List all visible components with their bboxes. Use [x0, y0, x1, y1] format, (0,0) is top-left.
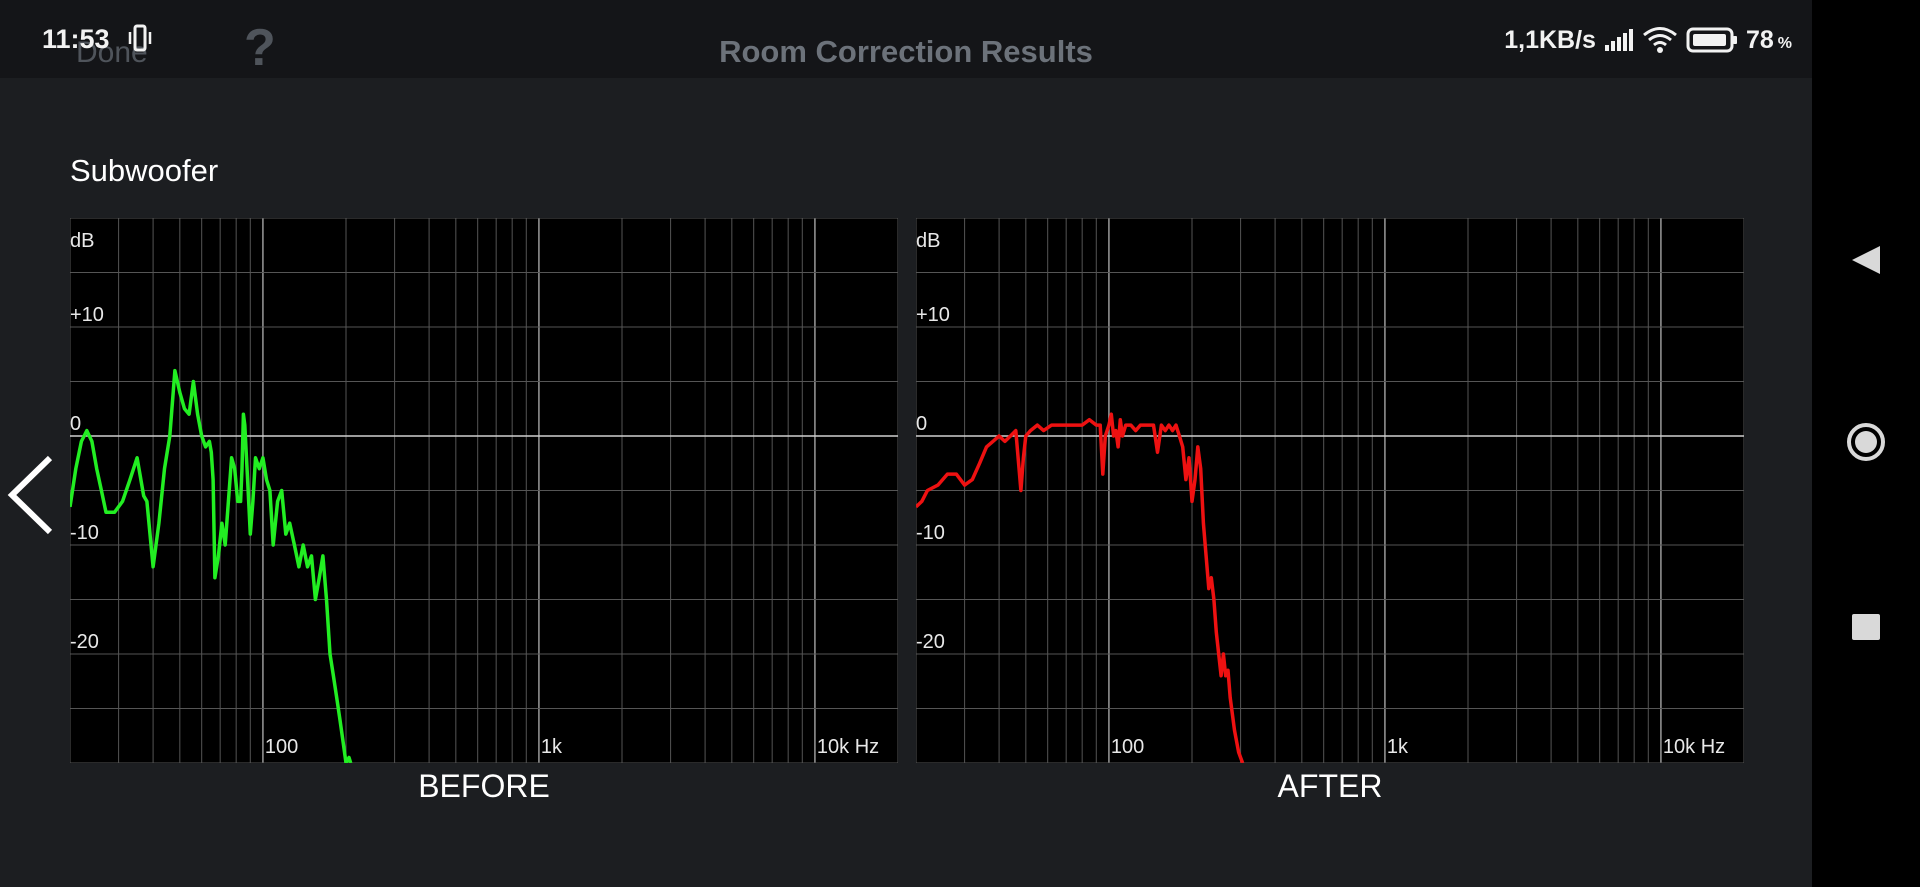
status-time: 11:53	[42, 24, 110, 54]
vibrate-icon	[128, 24, 152, 52]
x-tick-label: 10k Hz	[1663, 736, 1725, 758]
circle-home-icon[interactable]	[1840, 420, 1890, 464]
y-tick-label: -10	[916, 522, 945, 544]
y-tick-label: -20	[70, 631, 99, 653]
y-tick-label: 0	[70, 413, 81, 435]
app-screen: Done 11:53 ? Room Correction Results 1,1…	[0, 0, 1812, 804]
after-chart: dB +10 0 -10 -20 100 1k 10k Hz	[916, 218, 1744, 763]
navigation-bar	[1812, 0, 1920, 887]
battery-icon	[1686, 27, 1737, 53]
speaker-title: Subwoofer	[70, 153, 219, 188]
y-tick-label: -10	[70, 522, 99, 544]
y-axis-label: dB	[916, 230, 940, 252]
x-tick-label: 1k	[541, 736, 563, 758]
network-speed: 1,1KB/s	[1504, 25, 1596, 54]
before-label: BEFORE	[418, 768, 550, 804]
after-label: AFTER	[1277, 768, 1383, 804]
y-tick-label: 0	[916, 413, 927, 435]
wifi-icon	[1643, 27, 1677, 53]
series-line	[916, 412, 1245, 763]
series-line	[70, 368, 353, 763]
battery-level: 78	[1745, 25, 1774, 54]
chevron-left-icon[interactable]	[6, 454, 56, 536]
x-tick-label: 100	[265, 736, 298, 758]
signal-icon	[1604, 29, 1633, 51]
triangle-back-icon[interactable]	[1840, 242, 1890, 278]
y-axis-label: dB	[70, 230, 94, 252]
y-tick-label: +10	[70, 304, 104, 326]
help-button[interactable]: ?	[244, 19, 276, 77]
square-recents-icon[interactable]	[1840, 612, 1890, 642]
before-chart: dB +10 0 -10 -20 100 1k 10k Hz	[70, 218, 898, 763]
y-tick-label: +10	[916, 304, 950, 326]
battery-unit: %	[1777, 35, 1792, 52]
x-tick-label: 100	[1111, 736, 1144, 758]
status-indicators: 1,1KB/s 78 %	[1504, 24, 1792, 56]
page-title: Room Correction Results	[719, 34, 1093, 69]
x-tick-label: 10k Hz	[817, 736, 879, 758]
header-bar: Done 11:53 ? Room Correction Results 1,1…	[0, 0, 1812, 78]
y-tick-label: -20	[916, 631, 945, 653]
x-tick-label: 1k	[1387, 736, 1409, 758]
